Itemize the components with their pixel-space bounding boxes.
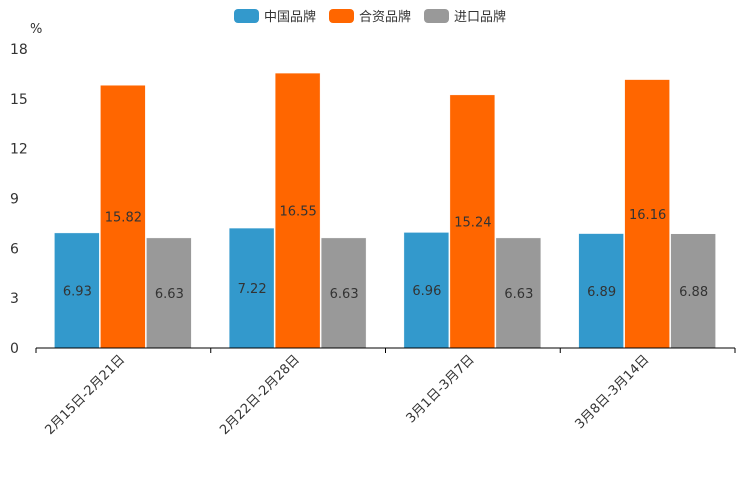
- legend-swatch: [234, 9, 259, 23]
- bar: [228, 227, 275, 349]
- bar-value-label: 6.93: [63, 284, 92, 299]
- y-tick-label: 0: [10, 341, 19, 357]
- legend-swatch: [329, 9, 354, 23]
- value-labels: 6.93 15.82 6.63 7.22 16.55 6.63 6.96 15.24 6.63 6…: [63, 205, 708, 302]
- bar-value-label: 6.63: [504, 287, 533, 302]
- bars: [54, 72, 716, 349]
- x-tick-label: 2月15日-2月21日: [42, 352, 128, 438]
- y-axis: 0 3 6 9 12 15 18: [10, 42, 28, 357]
- x-tick-label: 3月8日-3月14日: [573, 352, 653, 432]
- y-tick-label: 6: [10, 241, 19, 257]
- bar-value-label: 6.63: [155, 287, 184, 302]
- bar: [624, 79, 670, 349]
- bar-value-label: 16.55: [280, 205, 317, 220]
- bar: [100, 84, 146, 349]
- y-tick-label: 9: [10, 192, 19, 208]
- legend-label: 进口品牌: [454, 9, 506, 25]
- bar: [320, 237, 367, 349]
- x-tick-label: 2月22日-2月28日: [217, 352, 303, 438]
- bar-value-label: 15.82: [105, 211, 142, 226]
- y-tick-label: 18: [10, 42, 28, 58]
- bar: [146, 237, 192, 349]
- x-tick-label: 3月1日-3月7日: [404, 352, 478, 426]
- bar-value-label: 6.89: [587, 285, 616, 300]
- bar-value-label: 16.16: [629, 208, 666, 223]
- bar: [578, 233, 624, 349]
- bar: [449, 94, 496, 349]
- y-tick-label: 15: [10, 92, 28, 108]
- bar-value-label: 15.24: [454, 215, 491, 230]
- y-axis-unit-label: %: [30, 22, 42, 37]
- bar-value-label: 6.96: [412, 284, 441, 299]
- legend-swatch: [424, 9, 449, 23]
- bar-value-label: 6.88: [679, 285, 708, 300]
- y-tick-label: 12: [10, 142, 28, 158]
- bar: [274, 72, 321, 349]
- legend-label: 中国品牌: [264, 9, 316, 25]
- x-axis: 2月15日-2月21日 2月22日-2月28日 3月1日-3月7日 3月8日-3月14…: [35, 347, 736, 438]
- legend-label: 合资品牌: [359, 9, 411, 25]
- bar-value-label: 7.22: [238, 282, 267, 297]
- y-tick-label: 3: [10, 291, 19, 307]
- bar: [670, 233, 716, 349]
- bar-value-label: 6.63: [330, 287, 359, 302]
- bar: [54, 232, 100, 349]
- legend: 中国品牌 合资品牌 进口品牌: [234, 9, 506, 25]
